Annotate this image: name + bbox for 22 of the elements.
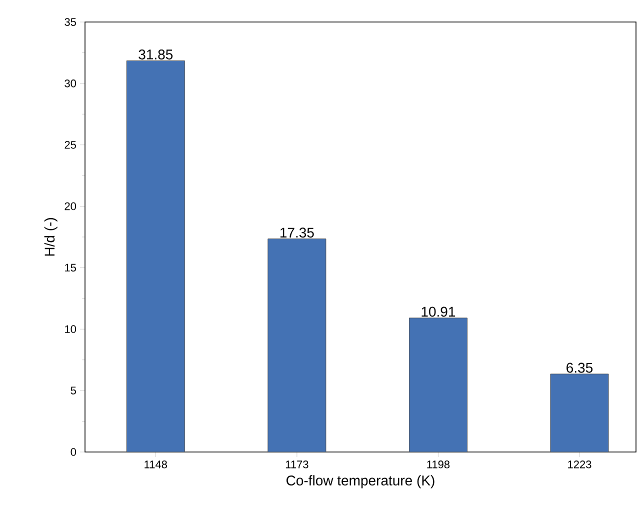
- x-tick-label: 1198: [427, 460, 450, 468]
- bar: [408, 318, 468, 452]
- x-tick-label: 1223: [568, 460, 592, 468]
- y-tick-label: 5: [70, 386, 76, 394]
- x-tick-label: 1173: [286, 460, 308, 468]
- x-axis-title: Co-flow temperature (K): [286, 475, 434, 488]
- data-label: 17.35: [280, 228, 314, 238]
- y-tick-label: 10: [65, 325, 76, 334]
- y-tick-label: 20: [64, 202, 76, 210]
- bar: [550, 374, 609, 452]
- data-label: 6.35: [566, 362, 593, 373]
- bar: [268, 238, 326, 452]
- y-tick-label: 15: [65, 264, 76, 272]
- bar: [126, 60, 185, 452]
- y-tick-label: 30: [64, 80, 76, 88]
- y-tick-label: 25: [64, 140, 76, 149]
- x-tick-label: 1148: [144, 460, 167, 468]
- y-tick-label: 0: [70, 448, 76, 456]
- data-label: 31.85: [138, 50, 173, 60]
- data-label: 10.91: [422, 306, 456, 317]
- y-tick-label: 35: [64, 18, 76, 26]
- y-axis-title: H/d (-): [44, 218, 58, 256]
